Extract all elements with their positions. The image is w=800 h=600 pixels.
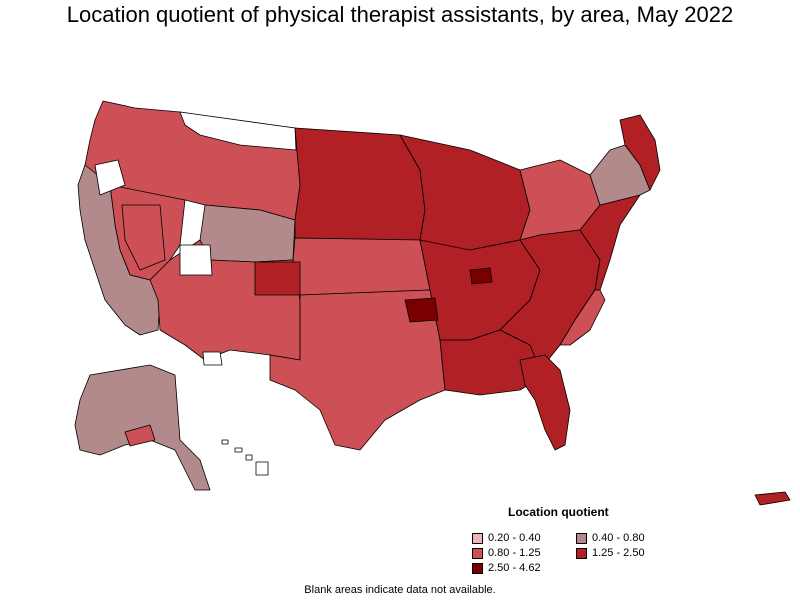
region-alaska-panhandle: [124, 424, 156, 447]
region-blank-southern-arizona: [202, 351, 223, 366]
legend-label-3: 0.80 - 1.25: [488, 547, 541, 559]
region-puerto-rico: [754, 491, 791, 506]
region-new-england: [619, 114, 661, 191]
region-carolinas: [559, 289, 606, 346]
region-hotspot-kentucky: [469, 267, 493, 285]
region-blank-oregon: [94, 159, 126, 196]
region-hotspot-colorado: [254, 261, 301, 296]
legend-label-4: 1.25 - 2.50: [592, 547, 645, 559]
legend-title: Location quotient: [508, 505, 609, 519]
legend-item-3: 0.80 - 1.25: [472, 546, 541, 560]
region-blank-utah: [179, 244, 213, 276]
legend-label-5: 2.50 - 4.62: [488, 562, 541, 574]
legend-swatch-3: [472, 547, 483, 559]
region-hotspot-nevada: [121, 204, 166, 271]
legend-swatch-1: [472, 532, 483, 544]
legend-swatch-4: [576, 547, 587, 559]
legend-label-1: 0.20 - 0.40: [488, 532, 541, 544]
legend-swatch-5: [472, 562, 483, 574]
region-california: [77, 164, 161, 336]
footnote: Blank areas indicate data not available.: [304, 584, 496, 596]
map-title: Location quotient of physical therapist …: [66, 2, 734, 27]
region-blank-montana: [179, 111, 297, 151]
region-plains-central: [292, 237, 431, 296]
legend-item-4: 1.25 - 2.50: [576, 546, 645, 560]
legend-item-2: 0.40 - 0.80: [576, 531, 645, 545]
legend-item-1: 0.20 - 0.40: [472, 531, 541, 545]
region-hawaii: [221, 439, 269, 476]
legend-label-2: 0.40 - 0.80: [592, 532, 645, 544]
region-florida: [519, 354, 571, 451]
legend-item-5: 2.50 - 4.62: [472, 561, 541, 575]
region-hotspot-arkansas: [404, 297, 439, 323]
legend-swatch-2: [576, 532, 587, 544]
